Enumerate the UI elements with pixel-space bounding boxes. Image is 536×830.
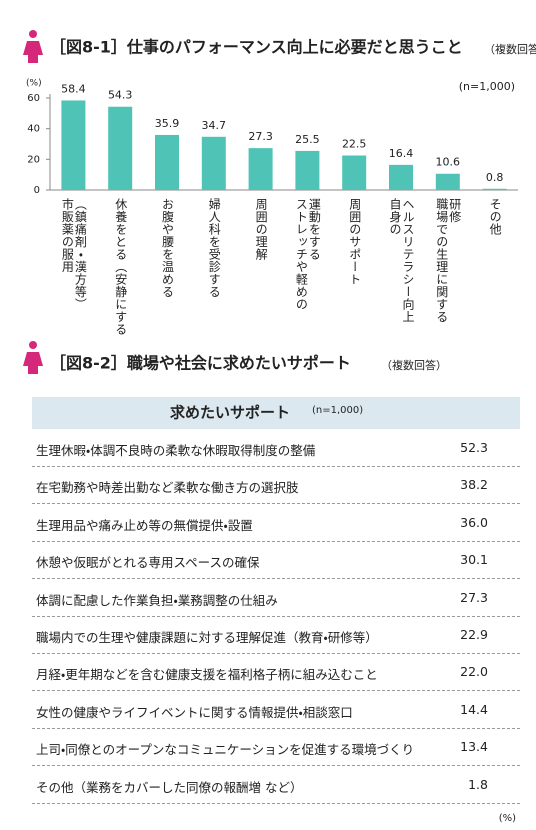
y-tick-label: 0 — [34, 185, 40, 196]
table-row: 体調に配慮した作業負担・業務調整の仕組み 27.3 — [32, 579, 520, 617]
value-label: 34.7 — [202, 119, 227, 132]
table-row: 上司・同僚とのオープンなコミュニケーションを促進する環境づくり 13.4 — [32, 728, 520, 767]
person-icon — [23, 30, 43, 63]
table-subtitle: （複数回答） — [381, 358, 447, 372]
row-value: 14.4 — [460, 701, 488, 717]
value-label: 10.6 — [436, 156, 461, 169]
chart-title: ［図8-1］仕事のパフォーマンス向上に必要だと思うこと — [50, 38, 463, 57]
table-row: その他（業務をカバーした同僚の報酬増 など） 1.8 — [32, 766, 520, 804]
bar — [482, 188, 507, 190]
row-label: 生理用品や痛み止め等の無償提供・設置 — [36, 517, 253, 533]
y-tick-label: 40 — [27, 124, 40, 135]
row-label: 生理休暇・体調不良時の柔軟な休暇取得制度の整備 — [36, 443, 316, 458]
x-tick-label: 周囲のサポート — [347, 198, 362, 286]
row-value: 13.4 — [460, 739, 488, 755]
value-label: 22.5 — [342, 138, 367, 151]
table-row: 月経・更年期などを含む健康支援を福利格子柄に組み込むこと 22.0 — [32, 653, 520, 692]
table-title: ［図8-2］職場や社会に求めたいサポート — [50, 354, 351, 373]
table-row: 職場内での生理や健康課題に対する理解促進（教育・研修等） 22.9 — [32, 616, 520, 654]
x-tick-label: ストレッチや軽めの 運動をする — [294, 198, 322, 311]
y-tick-label: 60 — [27, 93, 40, 104]
bar — [155, 134, 179, 190]
value-label: 58.4 — [61, 82, 86, 95]
table-unit: (%) — [499, 813, 516, 824]
person-icon — [23, 341, 43, 374]
row-label: 休憩や仮眠がとれる専用スペースの確保 — [36, 555, 260, 571]
x-tick-label: 周囲の理解 — [254, 198, 269, 261]
chart-subtitle: （複数回答） — [484, 42, 536, 56]
x-tick-label: その他 — [488, 198, 503, 236]
value-label: 0.8 — [486, 171, 504, 184]
row-value: 52.3 — [460, 440, 488, 455]
bar — [108, 106, 133, 190]
row-value: 22.9 — [460, 627, 488, 642]
bar — [389, 164, 413, 190]
row-label: 女性の健康やライフイベントに関する情報提供・相談窓口 — [36, 704, 353, 720]
row-label: その他（業務をカバーした同僚の報酬増 など） — [36, 779, 303, 795]
bar — [435, 173, 460, 190]
value-label: 25.5 — [295, 133, 320, 146]
row-value: 38.2 — [460, 477, 488, 493]
row-label: 職場内での生理や健康課題に対する理解促進（教育・研修等） — [36, 630, 378, 645]
bar — [342, 155, 367, 190]
value-label: 35.9 — [155, 117, 180, 130]
row-label: 在宅勤務や時差出勤など柔軟な働き方の選択肢 — [36, 480, 299, 496]
row-value: 1.8 — [468, 776, 488, 792]
x-tick-label: 市販薬の服用 （鎮痛剤・漢方等） — [60, 198, 88, 311]
x-tick-label: 職場での生理に関する 研修 — [434, 198, 462, 323]
row-label: 上司・同僚とのオープンなコミュニケーションを促進する環境づくり — [36, 742, 415, 758]
table-row: 休憩や仮眠がとれる専用スペースの確保 30.1 — [32, 541, 520, 580]
y-tick-label: 20 — [27, 154, 40, 165]
table-header: 求めたいサポート — [170, 404, 290, 422]
bar — [61, 100, 86, 190]
row-label: 体調に配慮した作業負担・業務調整の仕組み — [36, 592, 278, 608]
row-value: 30.1 — [460, 552, 488, 568]
row-label: 月経・更年期などを含む健康支援を福利格子柄に組み込むこと — [36, 667, 378, 683]
table-row: 生理用品や痛み止め等の無償提供・設置 36.0 — [32, 504, 520, 542]
row-value: 36.0 — [460, 514, 488, 530]
note: (n=1,000) — [459, 80, 515, 93]
bar — [248, 148, 273, 190]
value-label: 27.3 — [248, 130, 273, 143]
x-tick-label: 婦人科を受診する — [207, 198, 222, 298]
row-value: 27.3 — [460, 589, 488, 605]
bar — [201, 136, 226, 190]
table-header-bg — [32, 397, 520, 429]
bar — [295, 150, 320, 190]
value-label: 54.3 — [108, 89, 133, 102]
table-header-note: (n=1,000) — [312, 405, 363, 416]
table-row: 女性の健康やライフイベントに関する情報提供・相談窓口 14.4 — [32, 691, 520, 729]
table-row: 在宅勤務や時差出勤など柔軟な働き方の選択肢 38.2 — [32, 466, 520, 505]
x-tick-label: 自身の ヘルスリテラシー向上 — [388, 198, 415, 323]
y-unit: (%) — [26, 79, 42, 89]
table-row: 生理休暇・体調不良時の柔軟な休暇取得制度の整備 52.3 — [32, 429, 520, 467]
row-value: 22.0 — [460, 664, 488, 680]
x-tick-label: 休養をとる（安静にする — [113, 198, 128, 336]
x-tick-label: お腹や腰を温める — [160, 198, 175, 298]
value-label: 16.4 — [389, 147, 414, 160]
